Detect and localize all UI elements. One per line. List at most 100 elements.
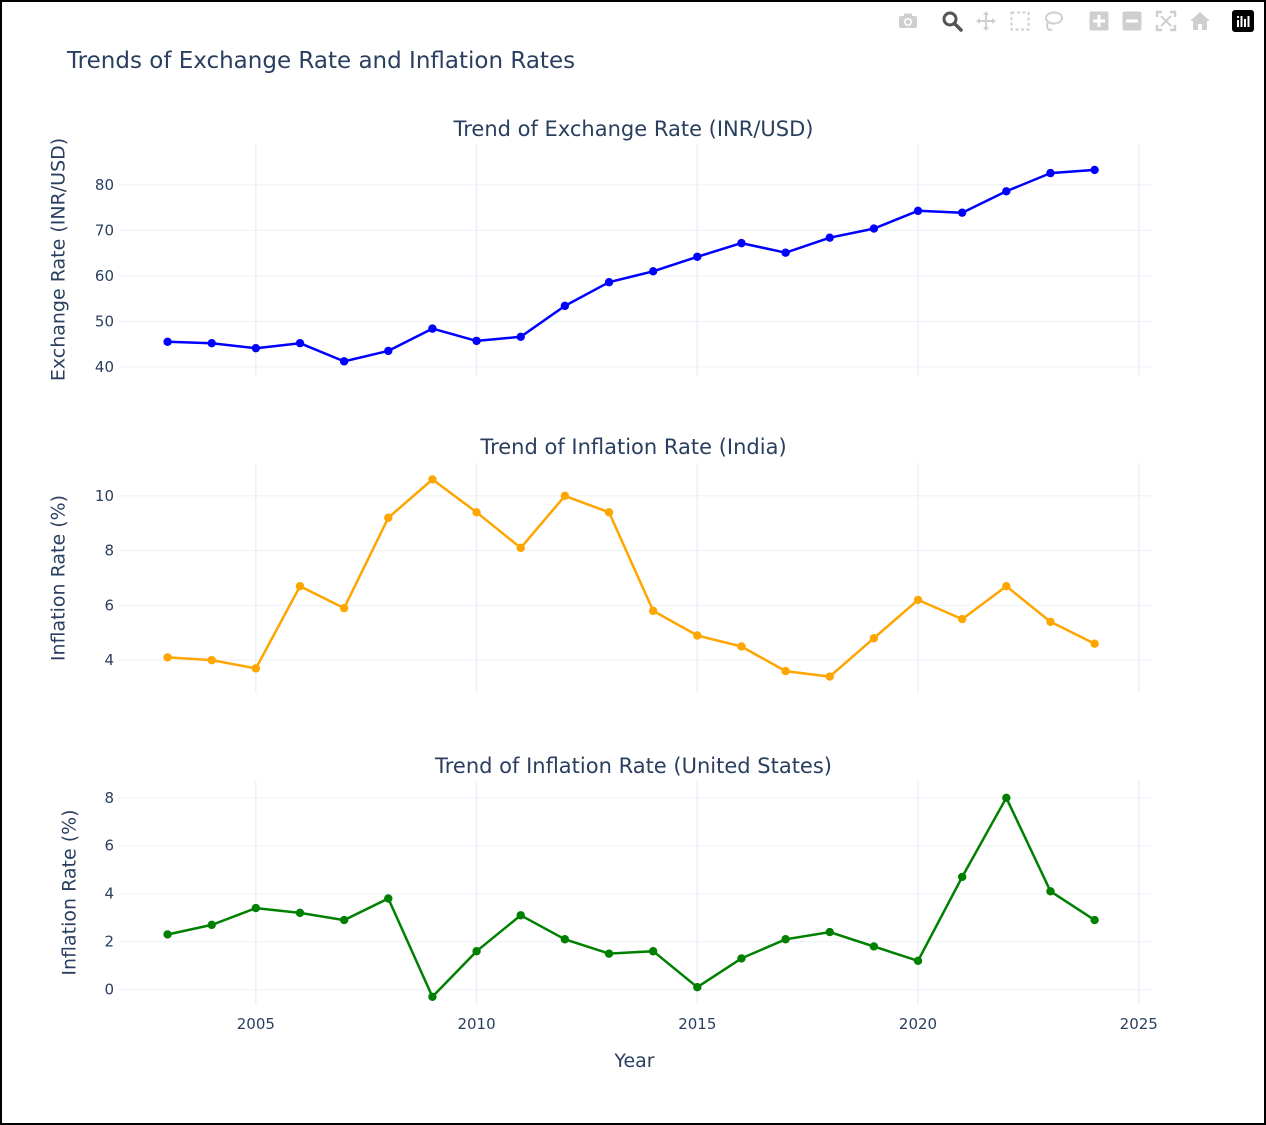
data-point bbox=[913, 206, 923, 216]
box-select-icon[interactable] bbox=[1009, 10, 1031, 32]
pan-icon[interactable] bbox=[975, 10, 997, 32]
x-axis-title: Year bbox=[613, 1050, 654, 1072]
data-point bbox=[428, 992, 437, 1002]
data-point bbox=[737, 954, 746, 963]
data-point bbox=[1002, 582, 1011, 591]
data-point bbox=[1090, 639, 1099, 648]
data-point bbox=[472, 336, 481, 346]
data-point bbox=[163, 930, 172, 939]
data-point bbox=[913, 595, 923, 605]
plotly-logo-icon[interactable] bbox=[1232, 10, 1254, 32]
data-point bbox=[560, 301, 570, 311]
data-point bbox=[339, 357, 349, 366]
zoom-icon[interactable] bbox=[941, 10, 963, 32]
data-point bbox=[825, 233, 834, 242]
y-tick-label: 60 bbox=[95, 267, 114, 285]
data-point bbox=[163, 653, 172, 662]
data-point bbox=[825, 927, 834, 937]
data-point bbox=[913, 956, 923, 966]
data-point bbox=[207, 655, 216, 665]
subplot-3: 0 2 4 6 8 2005 2010 2015 2020 2025 Trend of Inflat… bbox=[59, 754, 1158, 1072]
x-tick-label: 2005 bbox=[237, 1015, 275, 1033]
y-tick-label: 10 bbox=[95, 487, 114, 505]
data-point bbox=[384, 346, 393, 356]
data-point bbox=[781, 666, 790, 676]
y-tick-label: 8 bbox=[104, 789, 114, 807]
x-tick-label: 2015 bbox=[678, 1015, 716, 1033]
y-axis-title: Inflation Rate (%) bbox=[59, 809, 81, 975]
y-tick-label: 70 bbox=[95, 221, 114, 239]
data-point bbox=[472, 508, 481, 517]
series-line bbox=[167, 478, 1096, 678]
data-point bbox=[384, 894, 393, 903]
data-point bbox=[560, 935, 570, 944]
x-tick-label: 2025 bbox=[1120, 1015, 1158, 1033]
lasso-select-icon[interactable] bbox=[1042, 10, 1064, 32]
data-point bbox=[781, 935, 790, 944]
data-point bbox=[957, 208, 967, 217]
data-point bbox=[604, 508, 614, 517]
data-point bbox=[957, 872, 967, 882]
y-tick-label: 6 bbox=[104, 596, 114, 614]
y-tick-label: 4 bbox=[104, 651, 114, 669]
data-point bbox=[516, 332, 525, 342]
data-point bbox=[1046, 168, 1055, 178]
data-point bbox=[693, 631, 702, 640]
autoscale-icon[interactable] bbox=[1155, 10, 1177, 32]
data-point bbox=[295, 908, 305, 918]
subplot-title: Trend of Inflation Rate (United States) bbox=[434, 754, 832, 778]
subplot-title: Trend of Exchange Rate (INR/USD) bbox=[452, 117, 813, 141]
data-point bbox=[295, 338, 305, 348]
data-point bbox=[428, 475, 437, 484]
y-axis-title: Inflation Rate (%) bbox=[48, 495, 70, 661]
data-point bbox=[384, 513, 393, 522]
data-point bbox=[1002, 187, 1011, 196]
data-point bbox=[251, 664, 261, 673]
zoom-out-icon[interactable] bbox=[1121, 10, 1143, 32]
data-point bbox=[472, 947, 481, 956]
data-point bbox=[957, 614, 967, 624]
data-point bbox=[1046, 617, 1055, 627]
data-point bbox=[1090, 915, 1099, 925]
x-tick-label: 2010 bbox=[457, 1015, 495, 1033]
data-point bbox=[516, 543, 525, 553]
y-axis-title: Exchange Rate (INR/USD) bbox=[48, 138, 70, 381]
data-point bbox=[648, 267, 658, 276]
y-tick-label: 0 bbox=[104, 981, 114, 999]
subplot-2: 4 6 8 10 Trend of Inflation Rate (India) Infl… bbox=[48, 435, 1152, 693]
data-point bbox=[604, 278, 614, 287]
data-point bbox=[428, 324, 437, 333]
data-point bbox=[604, 949, 614, 958]
data-point bbox=[648, 947, 658, 956]
data-point bbox=[737, 642, 746, 651]
data-point bbox=[648, 606, 658, 616]
camera-icon[interactable] bbox=[897, 10, 919, 32]
data-point bbox=[825, 672, 834, 681]
data-point bbox=[1090, 165, 1099, 175]
y-tick-label: 2 bbox=[104, 933, 114, 951]
x-tick-label: 2020 bbox=[899, 1015, 937, 1033]
data-point bbox=[1002, 793, 1011, 802]
data-point bbox=[560, 491, 570, 501]
y-tick-label: 40 bbox=[95, 358, 114, 376]
data-point bbox=[869, 942, 879, 951]
y-tick-label: 50 bbox=[95, 312, 114, 330]
data-point bbox=[207, 920, 216, 930]
y-tick-label: 8 bbox=[104, 542, 114, 560]
data-point bbox=[869, 224, 879, 233]
subplot-title: Trend of Inflation Rate (India) bbox=[479, 435, 786, 459]
reset-axes-icon[interactable] bbox=[1189, 10, 1211, 32]
data-point bbox=[339, 915, 349, 925]
zoom-in-icon[interactable] bbox=[1088, 10, 1110, 32]
series-line bbox=[167, 796, 1096, 999]
data-point bbox=[251, 343, 261, 353]
subplot-1: 40 50 60 70 80 Trend of Exchange Rate (INR/US… bbox=[48, 117, 1152, 381]
data-point bbox=[781, 248, 790, 257]
y-tick-label: 4 bbox=[104, 885, 114, 903]
y-tick-label: 6 bbox=[104, 837, 114, 855]
data-point bbox=[1046, 887, 1055, 896]
data-point bbox=[295, 582, 305, 591]
data-point bbox=[516, 911, 525, 920]
